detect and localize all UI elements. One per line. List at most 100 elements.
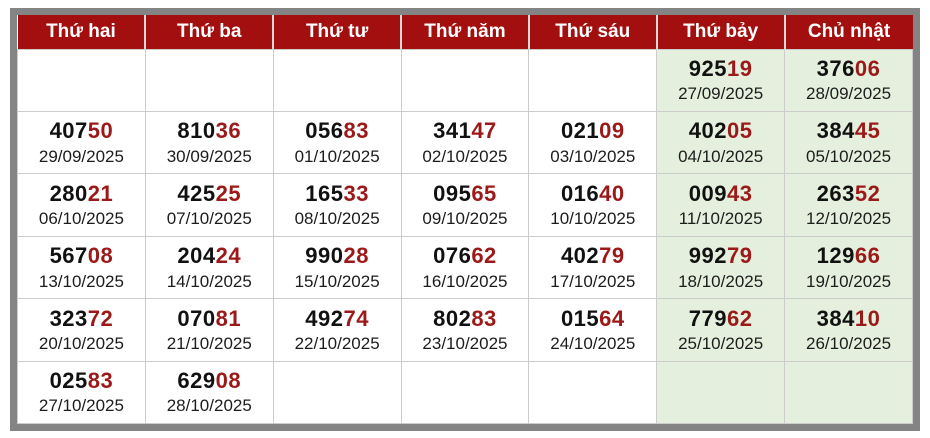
- result-number-main: 095: [433, 180, 472, 206]
- result-number-tail: 83: [471, 305, 497, 331]
- result-date: 27/09/2025: [678, 84, 764, 104]
- empty-cell: [784, 360, 913, 425]
- result-number-main: 384: [816, 118, 855, 144]
- result-number-main: 070: [177, 305, 216, 331]
- result-number: 20424: [146, 242, 273, 270]
- result-number-tail: 62: [727, 305, 753, 331]
- result-date: 10/10/2025: [550, 209, 636, 229]
- result-number: 40205: [657, 117, 784, 145]
- result-number-tail: 06: [854, 55, 881, 81]
- result-date: 22/10/2025: [294, 334, 380, 354]
- result-cell: 80283 23/10/2025: [400, 298, 530, 362]
- result-number: 05683: [274, 117, 401, 145]
- result-cell: 38445 05/10/2025: [784, 110, 913, 175]
- result-cell: 01640 10/10/2025: [528, 173, 658, 237]
- result-number-main: 015: [560, 305, 600, 331]
- result-number-main: 376: [816, 55, 855, 81]
- result-number-main: 341: [433, 118, 472, 144]
- result-number: 02583: [18, 367, 145, 395]
- result-number-tail: 79: [599, 243, 625, 269]
- empty-cell: [400, 360, 530, 425]
- result-date: 03/10/2025: [550, 146, 636, 166]
- result-number: 42525: [146, 180, 273, 208]
- result-date: 15/10/2025: [294, 271, 380, 291]
- result-cell: 37606 28/09/2025: [784, 48, 913, 112]
- result-number-tail: 43: [727, 180, 753, 206]
- result-date: 12/10/2025: [805, 209, 892, 229]
- result-number-main: 810: [177, 118, 216, 144]
- result-date: 08/10/2025: [294, 209, 380, 229]
- result-number-tail: 10: [854, 305, 881, 331]
- result-number: 01640: [529, 180, 656, 208]
- result-number-main: 076: [433, 243, 472, 269]
- empty-cell: [17, 48, 146, 112]
- result-number-tail: 74: [343, 305, 369, 331]
- result-cell: 42525 07/10/2025: [144, 173, 274, 237]
- result-date: 13/10/2025: [38, 271, 124, 291]
- result-date: 19/10/2025: [805, 271, 892, 291]
- day-header-sunday: Chủ nhật: [783, 15, 913, 49]
- result-cell: 12966 19/10/2025: [784, 235, 913, 300]
- result-date: 09/10/2025: [422, 209, 508, 229]
- weekday-header-row: Thứ hai Thứ ba Thứ tư Thứ năm Thứ sáu Th…: [17, 15, 913, 49]
- result-number: 09565: [402, 180, 529, 208]
- result-number-main: 992: [688, 243, 727, 269]
- result-week-row: 28021 06/10/2025 42525 07/10/2025 16533 08/10…: [17, 173, 913, 237]
- result-number-main: 384: [816, 305, 855, 331]
- result-number-main: 009: [688, 180, 727, 206]
- result-number-main: 204: [177, 243, 216, 269]
- result-number-main: 280: [49, 180, 88, 206]
- result-number-main: 779: [688, 305, 727, 331]
- results-body: 92519 27/09/2025 37606 28/09/2025 40750 29/09…: [17, 48, 913, 425]
- result-date: 26/10/2025: [805, 334, 892, 354]
- day-header-wednesday: Thứ tư: [272, 15, 402, 49]
- result-date: 29/09/2025: [38, 146, 124, 166]
- result-cell: 81036 30/09/2025: [144, 110, 274, 175]
- lottery-results-table: Thứ hai Thứ ba Thứ tư Thứ năm Thứ sáu Th…: [17, 15, 913, 425]
- result-number-main: 990: [305, 243, 344, 269]
- result-cell: 92519 27/09/2025: [656, 48, 786, 112]
- result-number-main: 323: [49, 305, 88, 331]
- result-cell: 02109 03/10/2025: [528, 110, 658, 175]
- result-cell: 40205 04/10/2025: [656, 110, 786, 175]
- empty-cell: [272, 48, 402, 112]
- day-header-saturday: Thứ bảy: [655, 15, 785, 49]
- result-number-tail: 19: [727, 55, 753, 81]
- result-number-tail: 08: [215, 367, 242, 393]
- result-number-main: 407: [49, 118, 88, 144]
- day-header-friday: Thứ sáu: [527, 15, 657, 49]
- result-number-tail: 65: [471, 180, 497, 206]
- result-cell: 07081 21/10/2025: [144, 298, 274, 362]
- result-number-main: 129: [816, 243, 855, 269]
- result-number: 92519: [657, 55, 784, 83]
- result-number-tail: 64: [599, 305, 625, 331]
- result-number-main: 925: [688, 55, 727, 81]
- result-number: 07081: [146, 305, 273, 333]
- result-cell: 56708 13/10/2025: [17, 235, 146, 300]
- result-date: 21/10/2025: [166, 334, 252, 354]
- result-number-tail: 21: [87, 180, 114, 206]
- result-number-tail: 47: [471, 118, 497, 144]
- result-cell: 20424 14/10/2025: [144, 235, 274, 300]
- result-date: 11/10/2025: [678, 209, 763, 229]
- result-number: 00943: [657, 180, 784, 208]
- result-date: 20/10/2025: [38, 334, 124, 354]
- result-number-tail: 40: [599, 180, 625, 206]
- result-number: 28021: [18, 180, 145, 208]
- result-date: 17/10/2025: [550, 271, 636, 291]
- day-header-monday: Thứ hai: [17, 15, 146, 49]
- result-week-row: 92519 27/09/2025 37606 28/09/2025: [17, 48, 913, 112]
- day-header-thursday: Thứ năm: [400, 15, 529, 49]
- result-cell: 99279 18/10/2025: [656, 235, 786, 300]
- result-cell: 77962 25/10/2025: [656, 298, 786, 362]
- result-number-main: 025: [49, 367, 88, 393]
- result-number: 99028: [274, 242, 401, 270]
- result-number-tail: 83: [343, 118, 369, 144]
- result-number: 07662: [402, 242, 529, 270]
- result-date: 06/10/2025: [38, 209, 124, 229]
- result-number: 99279: [657, 242, 784, 270]
- result-cell: 40279 17/10/2025: [528, 235, 658, 300]
- result-number-main: 425: [177, 180, 216, 206]
- result-cell: 32372 20/10/2025: [17, 298, 146, 362]
- empty-cell: [656, 360, 786, 425]
